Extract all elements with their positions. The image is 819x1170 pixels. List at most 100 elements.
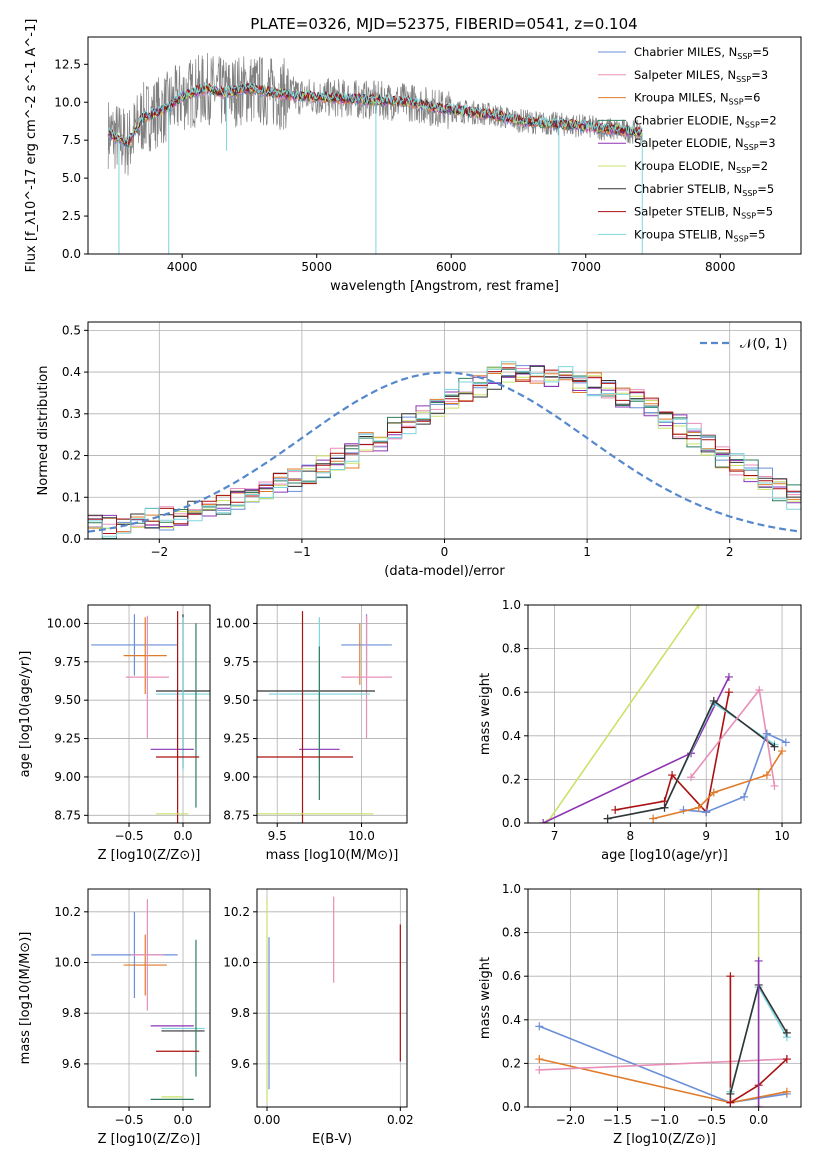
legend-subscript: SSP (742, 189, 757, 198)
residuals-ylabel: Normed distribution (36, 366, 51, 496)
weight_vs_age-xlabel: age [log10(age/yr)] (601, 848, 728, 863)
residuals-ytick-label: 0.4 (62, 365, 81, 379)
spectrum-ylabel: Flux [f_λ10^-17 erg cm^-2 s^-1 A^-1] (24, 19, 39, 273)
legend-entry: Kroupa MILES, NSSP=6 (634, 91, 760, 107)
weight-series-marker (535, 1022, 544, 1031)
weight_vs_age-ytick-label: 0.0 (502, 816, 521, 830)
weight_vs_z-xtick-label: −1.0 (650, 1113, 679, 1127)
age_vs_z-ytick-label: 9.75 (54, 655, 81, 669)
age_vs_z-ytick-label: 10.00 (47, 616, 81, 630)
residuals-plot-area (88, 361, 801, 539)
weight_vs_z-ytick-label: 1.0 (502, 882, 521, 896)
age_vs_mass-frame (256, 604, 408, 824)
weight-series-line (546, 605, 700, 823)
weight-series-line (683, 732, 787, 813)
weight_vs_age-xtick-label: 9 (702, 829, 710, 843)
weight_vs_z-xtick-label: −0.5 (697, 1113, 726, 1127)
age_vs_z-xtick-label: 0.0 (173, 829, 192, 843)
mass_vs_ebv-ytick-label: 10.2 (223, 905, 250, 919)
weight-series-marker (782, 1087, 791, 1096)
weight_vs_age-ytick-label: 0.6 (502, 685, 521, 699)
mass_vs_ebv-ytick-label: 10.0 (223, 956, 250, 970)
residuals-ytick-label: 0.0 (62, 532, 81, 546)
mass_vs_z-axes: −0.5 0.0 9.6 9.8 10.0 10.2 Z [log10(Z/Z⊙)] mass… (18, 888, 211, 1147)
weight-series-marker (770, 781, 779, 790)
residuals-xtick-label: 1 (583, 545, 591, 559)
legend-value: =5 (757, 182, 774, 196)
weight-series-marker (740, 792, 749, 801)
errorbar-point (125, 615, 169, 739)
mass_vs_z-ylabel: mass [log10(M/M⊙)] (18, 932, 33, 1065)
legend-subscript: SSP (729, 98, 744, 107)
age_vs_mass-xlabel: mass [log10(M/M⊙)] (266, 848, 399, 863)
weight-series-line (539, 1058, 787, 1071)
weight-series-marker (724, 688, 733, 697)
weight_vs_z-ylabel: mass weight (478, 957, 493, 1039)
mass_vs_ebv-xlabel: E(B-V) (312, 1132, 352, 1147)
age_vs_mass-ytick-label: 8.75 (223, 808, 250, 822)
weight-series-marker (724, 672, 733, 681)
residuals-xtick-label: −1 (293, 545, 311, 559)
age_vs_mass-ytick-label: 10.00 (216, 616, 250, 630)
legend-value: =3 (759, 136, 776, 150)
legend-subscript: SSP (736, 75, 751, 84)
weight_vs_z-xtick-label: −1.5 (603, 1113, 632, 1127)
weight-series-marker (709, 696, 718, 705)
weight-series-marker (782, 1055, 791, 1064)
weight_vs_z-axes: −2.0 −1.5 −1.0 −0.5 0.0 0.0 0.2 0.4 0.6 0.8 1.0 Z [… (478, 882, 802, 1147)
legend-entry: Salpeter STELIB, NSSP=5 (634, 205, 773, 221)
residuals-ytick-label: 0.1 (62, 490, 81, 504)
mass_vs_ebv-plot-area (266, 896, 401, 1102)
weight-series-marker (694, 803, 703, 812)
weight-series-marker (778, 747, 787, 756)
residual-histogram (88, 366, 801, 539)
spectrum-data-line (107, 52, 643, 176)
residual-histogram (88, 367, 801, 534)
legend-entry: Salpeter MILES, NSSP=3 (634, 68, 768, 84)
weight_vs_age-axes: 7 8 9 10 0.0 0.2 0.4 0.6 0.8 1.0 age [log10(age/yr… (478, 598, 802, 863)
weight_vs_age-ytick-label: 1.0 (502, 598, 521, 612)
mass_vs_z-xtick-label: 0.0 (173, 1113, 192, 1127)
age_vs_z-frame (87, 604, 211, 824)
mass_vs_z-ytick-label: 9.8 (62, 1006, 81, 1020)
residual-histogram (88, 368, 801, 532)
weight-series-marker (687, 773, 696, 782)
legend-value: =5 (749, 227, 766, 241)
residuals-xtick-label: 2 (726, 545, 734, 559)
mass_vs_ebv-frame (256, 888, 408, 1108)
mass_vs_z-xtick-label: −0.5 (114, 1113, 143, 1127)
weight-series-marker (781, 738, 790, 747)
weight_vs_age-xtick-label: 7 (551, 829, 559, 843)
weight-series-marker (539, 819, 548, 823)
errorbar-point (91, 614, 178, 676)
age_vs_z-axes: −0.5 0.0 8.75 9.00 9.25 9.50 9.75 10.00 Z [log10… (18, 604, 211, 863)
mass_vs_z-ytick-label: 9.6 (62, 1057, 81, 1071)
normal-curve (88, 371, 801, 533)
weight-series-line (539, 1058, 788, 1104)
residual-histogram (88, 361, 801, 537)
weight-series-marker (726, 1098, 735, 1107)
weight-series-marker (603, 814, 612, 823)
weight_vs_age-ylabel: mass weight (478, 673, 493, 755)
spectrum-ytick-label: 10.0 (54, 95, 81, 109)
errorbar-point (341, 615, 392, 739)
legend-subscript: SSP (744, 143, 759, 152)
spectrum-xtick-label: 5000 (301, 260, 332, 274)
weight-series-marker (660, 803, 669, 812)
spectrum-xtick-label: 4000 (167, 260, 198, 274)
residuals-xtick-label: 0 (441, 545, 449, 559)
legend-entry: Kroupa ELODIE, NSSP=2 (634, 159, 768, 175)
age_vs_z-xlabel: Z [log10(Z/Z⊙)] (98, 848, 201, 863)
weight-series-marker (754, 1103, 763, 1107)
residuals-axes: −2 −1 0 1 2 0.0 0.1 0.2 0.3 0.4 0.5 (data-model)/er… (36, 321, 802, 579)
errorbar-point (156, 611, 200, 823)
weight-series-marker (755, 686, 764, 695)
age_vs_z-ylabel: age [log10(age/yr)] (18, 651, 33, 778)
mass_vs_ebv-axes: 0.00 0.02 9.6 9.8 10.0 10.2 E(B-V) (223, 888, 414, 1147)
mass_vs_z-plot-area (91, 899, 205, 1100)
weight_vs_z-ytick-label: 0.0 (502, 1100, 521, 1114)
weight-series-line (607, 701, 775, 820)
residuals-xlabel: (data-model)/error (384, 564, 505, 579)
legend-value: =5 (752, 45, 769, 59)
weight-series-marker (542, 819, 551, 823)
